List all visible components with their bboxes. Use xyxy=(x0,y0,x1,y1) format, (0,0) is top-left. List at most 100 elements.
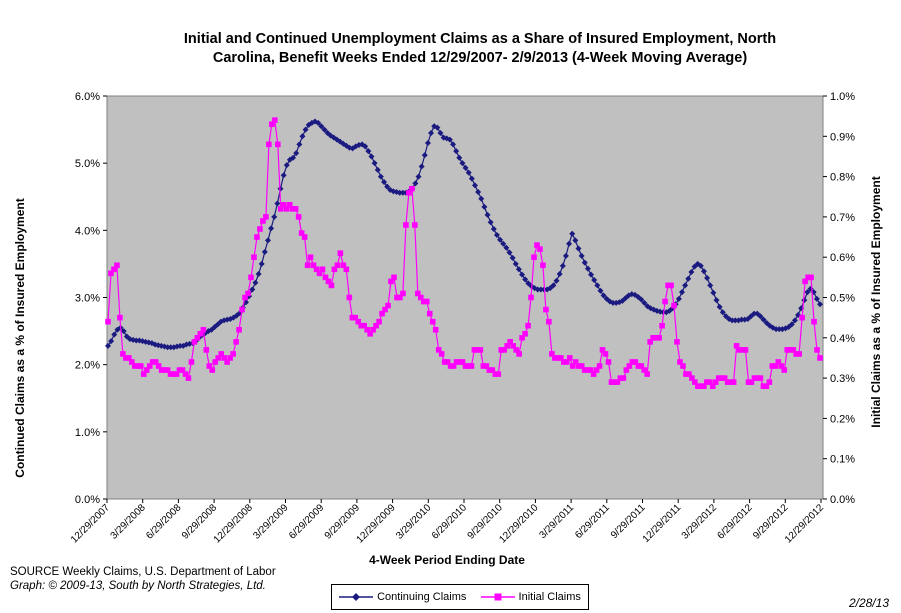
data-point-initial xyxy=(584,367,591,373)
data-point-initial xyxy=(173,371,180,377)
data-point-initial xyxy=(754,375,761,381)
data-point-initial xyxy=(796,351,802,357)
data-point-initial xyxy=(319,266,326,273)
right-tick-label: 0.8% xyxy=(830,172,855,184)
data-point-initial xyxy=(280,202,287,208)
data-point-initial xyxy=(662,298,668,305)
data-point-initial xyxy=(811,318,817,325)
series-layer xyxy=(105,117,823,389)
data-point-continuing xyxy=(509,254,516,261)
data-point-initial xyxy=(307,254,314,260)
data-point-continuing xyxy=(678,289,685,296)
data-point-continuing xyxy=(572,237,579,244)
data-point-initial xyxy=(218,351,225,357)
data-point-continuing xyxy=(268,225,275,232)
data-point-initial xyxy=(215,355,222,361)
data-point-continuing xyxy=(177,342,184,349)
data-point-initial xyxy=(608,379,615,385)
data-point-initial xyxy=(516,351,522,357)
data-point-initial xyxy=(310,262,317,269)
data-point-initial xyxy=(322,274,329,281)
y-axis-label-right: Initial Claims as a % of Insured Employm… xyxy=(869,176,883,427)
data-point-initial xyxy=(510,343,516,349)
data-point-initial xyxy=(370,326,376,333)
x-tick-label: 3/29/2011 xyxy=(538,502,577,541)
data-point-initial xyxy=(197,330,204,337)
data-point-continuing xyxy=(396,189,403,196)
data-point-initial xyxy=(385,302,391,309)
data-point-initial xyxy=(531,254,537,260)
data-point-initial xyxy=(206,363,213,369)
data-point-continuing xyxy=(111,331,118,338)
data-point-continuing xyxy=(468,175,475,182)
legend-label-continuing: Continuing Claims xyxy=(377,591,467,603)
data-point-continuing xyxy=(374,166,381,173)
data-point-continuing xyxy=(465,169,472,176)
data-point-initial xyxy=(423,298,430,305)
right-tick-label: 0.4% xyxy=(830,333,855,345)
data-point-continuing xyxy=(264,237,271,244)
data-point-initial xyxy=(132,363,138,369)
data-point-initial xyxy=(620,375,627,381)
right-tick-label: 0.0% xyxy=(830,494,855,506)
data-point-continuing xyxy=(108,338,115,345)
data-point-continuing xyxy=(368,153,375,160)
data-point-initial xyxy=(161,367,168,373)
data-point-continuing xyxy=(581,259,588,266)
data-point-continuing xyxy=(371,160,378,167)
data-point-initial xyxy=(808,274,814,281)
data-point-initial xyxy=(409,185,415,192)
data-point-initial xyxy=(626,363,633,369)
data-point-continuing xyxy=(537,286,544,293)
data-point-initial xyxy=(689,375,695,381)
data-point-initial xyxy=(418,294,424,301)
data-point-continuing xyxy=(456,154,463,161)
data-point-continuing xyxy=(710,289,717,296)
data-point-initial xyxy=(504,343,510,349)
data-point-initial xyxy=(471,347,478,353)
data-point-initial xyxy=(492,371,499,377)
series-initial xyxy=(105,117,823,389)
left-tick-label: 6.0% xyxy=(75,91,100,103)
data-point-initial xyxy=(724,379,731,385)
data-point-continuing xyxy=(609,299,616,306)
data-point-initial xyxy=(477,347,484,353)
data-point-continuing xyxy=(757,313,764,320)
data-point-initial xyxy=(388,278,394,285)
data-point-initial xyxy=(617,375,624,381)
data-point-continuing xyxy=(534,286,541,293)
right-tick-label: 0.9% xyxy=(830,131,855,143)
data-point-initial xyxy=(635,363,642,369)
data-point-continuing xyxy=(424,140,431,147)
data-point-continuing xyxy=(421,152,428,159)
data-point-initial xyxy=(191,339,198,345)
data-point-initial xyxy=(203,347,210,353)
data-point-continuing xyxy=(381,178,388,185)
data-point-continuing xyxy=(550,282,557,289)
right-tick-label: 0.3% xyxy=(830,373,855,385)
data-point-continuing xyxy=(591,277,598,284)
data-point-continuing xyxy=(704,275,711,282)
data-point-initial xyxy=(143,367,150,373)
data-point-continuing xyxy=(252,279,259,286)
data-point-continuing xyxy=(813,295,820,302)
data-point-continuing xyxy=(258,260,265,267)
data-point-initial xyxy=(781,367,788,373)
data-point-initial xyxy=(522,330,528,337)
right-tick-label: 0.7% xyxy=(830,212,855,224)
data-point-continuing xyxy=(588,271,595,278)
data-point-initial xyxy=(117,314,123,321)
data-point-initial xyxy=(525,322,531,329)
data-point-initial xyxy=(772,363,779,369)
data-point-continuing xyxy=(594,282,601,289)
data-point-initial xyxy=(501,347,508,353)
x-tick-label: 6/29/2011 xyxy=(573,502,612,541)
data-point-initial xyxy=(364,326,370,333)
data-point-initial xyxy=(352,314,359,321)
data-point-initial xyxy=(248,274,254,281)
data-point-initial xyxy=(462,363,469,369)
data-point-initial xyxy=(572,359,579,365)
data-point-initial xyxy=(227,355,233,361)
data-point-initial xyxy=(486,367,493,373)
data-point-initial xyxy=(155,363,162,369)
